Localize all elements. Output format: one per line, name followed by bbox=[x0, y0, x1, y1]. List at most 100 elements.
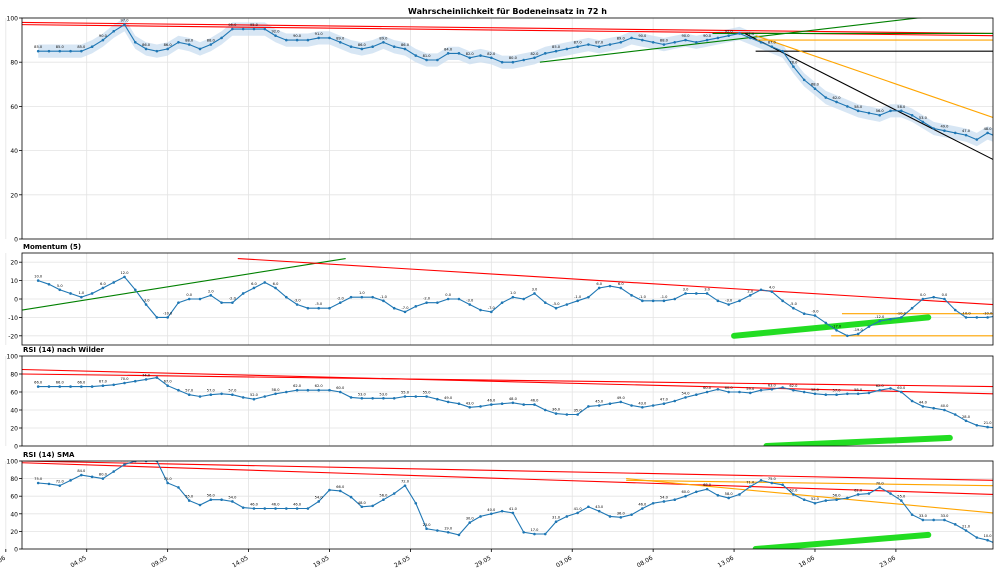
data-point bbox=[112, 29, 116, 33]
data-point bbox=[177, 301, 180, 304]
data-label: 62.0 bbox=[854, 488, 863, 492]
data-label: 0.0 bbox=[186, 293, 192, 297]
data-point bbox=[587, 505, 590, 509]
y-tick-label: 80 bbox=[10, 476, 18, 483]
trendline bbox=[626, 478, 993, 514]
panel-title: RSI (14) nach Wilder bbox=[23, 346, 105, 354]
data-label: 56.0 bbox=[833, 494, 842, 498]
data-label: 46.0 bbox=[250, 503, 259, 507]
panel-frame bbox=[21, 252, 994, 346]
data-point bbox=[123, 275, 126, 279]
data-point bbox=[360, 397, 364, 400]
data-point bbox=[209, 393, 213, 397]
data-point bbox=[727, 303, 730, 306]
data-point bbox=[457, 533, 461, 537]
data-point bbox=[338, 390, 342, 394]
data-point bbox=[619, 400, 623, 404]
data-label: 90.0 bbox=[638, 34, 647, 38]
data-label: 12.0 bbox=[120, 271, 129, 275]
data-label: 53.0 bbox=[379, 392, 388, 396]
data-point bbox=[748, 294, 752, 297]
data-point bbox=[90, 385, 94, 388]
data-point bbox=[738, 299, 741, 303]
data-point bbox=[759, 479, 763, 482]
data-point bbox=[490, 403, 493, 406]
trendline bbox=[237, 257, 993, 306]
data-point bbox=[468, 56, 472, 60]
data-point bbox=[932, 295, 935, 299]
data-point bbox=[802, 390, 806, 394]
data-label: 96.0 bbox=[120, 459, 129, 463]
data-point bbox=[964, 529, 968, 532]
data-point bbox=[414, 501, 418, 505]
data-label: 53.0 bbox=[919, 116, 928, 120]
y-tick-label: 20 bbox=[10, 426, 18, 433]
data-point bbox=[619, 286, 623, 290]
data-point bbox=[80, 49, 83, 53]
x-tick-label: 13.06 bbox=[717, 555, 736, 570]
data-label: 55.0 bbox=[423, 391, 432, 395]
data-label: 3.0 bbox=[532, 287, 538, 291]
data-point bbox=[58, 484, 62, 487]
data-point bbox=[662, 402, 666, 406]
data-label: 84.0 bbox=[77, 469, 86, 473]
data-point bbox=[597, 509, 601, 513]
x-tick-label: 03.06 bbox=[555, 555, 574, 570]
data-point bbox=[727, 34, 730, 37]
data-label: -1.0 bbox=[574, 295, 582, 299]
data-label: 72.0 bbox=[56, 480, 65, 484]
data-label: 91.0 bbox=[315, 32, 324, 36]
data-point bbox=[220, 498, 223, 502]
data-label: 43.0 bbox=[638, 401, 647, 405]
data-label: 85.0 bbox=[34, 45, 43, 49]
y-tick-label: 80 bbox=[10, 60, 18, 67]
data-point bbox=[953, 131, 957, 135]
data-point bbox=[101, 384, 105, 388]
data-point bbox=[382, 397, 385, 400]
data-point bbox=[392, 492, 396, 495]
data-label: 84.0 bbox=[444, 47, 453, 51]
data-point bbox=[220, 301, 223, 304]
x-tick-label: 29.05 bbox=[474, 555, 493, 570]
data-label: 60.0 bbox=[682, 490, 691, 494]
data-point bbox=[285, 390, 288, 394]
data-label: 68.0 bbox=[811, 83, 820, 87]
data-point bbox=[490, 512, 493, 516]
data-point bbox=[522, 58, 525, 62]
data-point bbox=[220, 36, 223, 40]
data-label: 68.0 bbox=[703, 483, 712, 487]
data-point bbox=[306, 388, 310, 392]
data-point bbox=[889, 109, 892, 113]
data-point bbox=[554, 520, 558, 524]
data-point bbox=[47, 385, 51, 388]
plot-area: 75.0 72.0 84.0 80.0 96.0 100.0 75.0 55.0 56.0 54.… bbox=[22, 459, 993, 549]
data-point bbox=[705, 390, 709, 394]
data-point bbox=[565, 47, 569, 51]
data-point bbox=[824, 499, 828, 502]
data-label: 87.0 bbox=[768, 41, 777, 45]
data-point bbox=[166, 47, 169, 51]
trendline bbox=[22, 373, 993, 388]
data-point bbox=[932, 406, 935, 410]
x-tick-label: 04.05 bbox=[69, 555, 88, 570]
data-label: 53.0 bbox=[358, 392, 367, 396]
data-label: 75.0 bbox=[768, 477, 777, 481]
data-point bbox=[69, 385, 72, 388]
data-point bbox=[263, 507, 267, 510]
data-point bbox=[964, 316, 968, 319]
data-point bbox=[932, 127, 935, 130]
data-point bbox=[943, 518, 946, 522]
data-label: 5.0 bbox=[57, 284, 63, 288]
data-point bbox=[177, 486, 180, 489]
data-point bbox=[403, 310, 407, 314]
data-point bbox=[792, 493, 795, 496]
data-point bbox=[360, 295, 364, 299]
data-point bbox=[285, 295, 288, 299]
data-point bbox=[813, 392, 817, 396]
x-tick-label: 14.05 bbox=[231, 555, 250, 570]
data-label: 66.0 bbox=[56, 381, 65, 385]
data-point bbox=[285, 507, 288, 510]
data-label: 82.0 bbox=[487, 52, 496, 56]
data-point bbox=[619, 41, 623, 44]
data-label: -19.0 bbox=[853, 328, 863, 332]
